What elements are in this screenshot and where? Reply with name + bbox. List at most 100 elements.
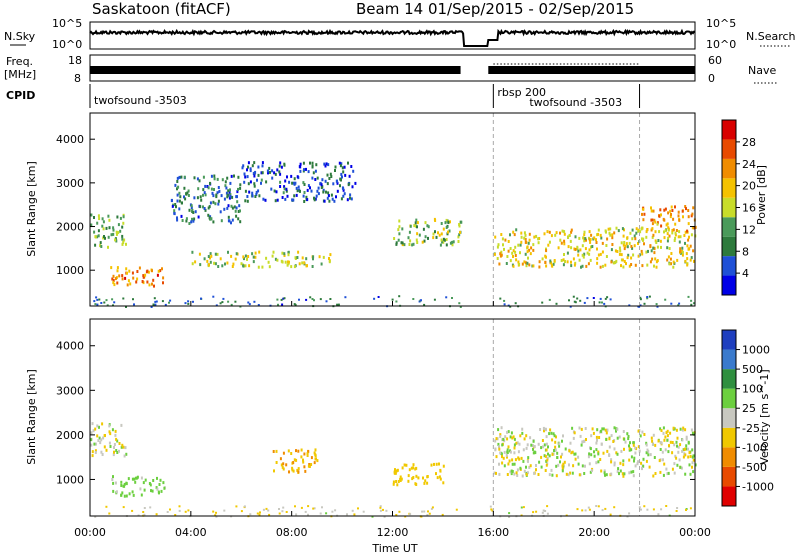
echo-cell — [340, 172, 343, 176]
echo-cell — [103, 445, 106, 449]
near-range-cell — [427, 510, 429, 513]
colorbar-cell — [722, 408, 736, 428]
near-range-cell — [398, 510, 401, 513]
echo-cell — [595, 435, 598, 439]
echo-cell — [541, 257, 544, 261]
echo-cell — [209, 201, 212, 205]
echo-cell — [448, 229, 451, 233]
echo-cell — [122, 215, 125, 219]
echo-cell — [528, 238, 531, 242]
echo-cell — [442, 227, 445, 231]
near-range-cell — [569, 305, 572, 308]
echo-cell — [185, 219, 188, 223]
echo-cell — [581, 244, 584, 248]
x-axis-ticks: 00:00 04:00 08:00 12:00 16:00 20:00 00:00 — [74, 301, 711, 539]
echo-cell — [595, 448, 598, 452]
near-range-cell — [133, 303, 135, 306]
echo-cell — [422, 476, 424, 480]
echo-cell — [244, 254, 247, 258]
echo-cell — [546, 456, 549, 460]
echo-cell — [569, 471, 572, 475]
near-range-cell — [154, 300, 157, 303]
echo-cell — [684, 428, 687, 432]
near-range-cell — [125, 306, 127, 308]
near-range-cell — [132, 298, 134, 301]
near-range-cell — [678, 302, 681, 305]
echo-cell — [313, 198, 316, 202]
echo-cell — [521, 474, 524, 478]
near-range-cell — [489, 505, 492, 508]
echo-cell — [241, 166, 244, 170]
echo-cell — [605, 244, 608, 247]
echo-cell — [335, 179, 338, 183]
echo-cell — [514, 458, 517, 462]
echo-cell — [663, 236, 666, 240]
echo-cell — [312, 255, 315, 259]
echo-cell — [646, 228, 649, 232]
echo-cell — [597, 460, 600, 464]
echo-cell — [249, 167, 252, 171]
echo-cell — [399, 475, 402, 479]
echo-cell — [689, 244, 692, 248]
echo-cell — [520, 235, 523, 239]
echo-cell — [667, 226, 670, 230]
echo-cell — [108, 226, 111, 230]
near-range-cell — [430, 507, 433, 510]
echo-cell — [416, 225, 418, 229]
near-range-cell — [164, 303, 167, 306]
echo-cell — [113, 450, 115, 454]
echo-cell — [438, 233, 441, 237]
power-plot — [90, 113, 697, 308]
echo-cell — [570, 260, 572, 264]
echo-cell — [194, 210, 197, 214]
echo-cell — [288, 180, 291, 184]
near-range-cell — [111, 298, 114, 301]
echo-cell — [203, 207, 206, 210]
echo-cell — [609, 227, 612, 231]
echo-cell — [118, 442, 121, 445]
echo-cell — [159, 478, 162, 482]
near-range-cell — [153, 297, 156, 300]
echo-cell — [527, 459, 529, 463]
echo-cell — [589, 237, 592, 241]
echo-cell — [338, 161, 341, 165]
echo-cell — [129, 282, 132, 286]
echo-cell — [115, 449, 118, 452]
echo-cell — [580, 443, 583, 447]
near-range-cell — [657, 513, 660, 516]
near-range-cell — [385, 509, 388, 512]
echo-cell — [150, 489, 152, 493]
echo-cell — [683, 448, 686, 451]
echo-cell — [513, 443, 516, 447]
echo-cell — [423, 239, 426, 243]
echo-cell — [546, 458, 549, 462]
echo-cell — [545, 255, 547, 259]
echo-cell — [251, 252, 254, 256]
echo-cell — [223, 207, 226, 211]
echo-cell — [656, 259, 659, 263]
colorbar-tick-label: 24 — [742, 158, 756, 171]
echo-cell — [227, 189, 230, 193]
echo-cell — [136, 476, 139, 480]
echo-cell — [243, 257, 245, 261]
near-range-cell — [421, 510, 424, 513]
echo-cell — [90, 223, 93, 227]
echo-cell — [319, 182, 322, 186]
echo-cell — [605, 431, 608, 435]
near-range-cell — [267, 509, 270, 512]
echo-cell — [626, 245, 629, 249]
echo-cell — [503, 464, 506, 468]
echo-cell — [309, 186, 311, 190]
near-range-cell — [638, 506, 641, 509]
echo-cell — [671, 209, 674, 212]
echo-cell — [511, 462, 514, 466]
echo-cell — [562, 263, 565, 267]
echo-cell — [354, 181, 357, 185]
echo-cell — [660, 441, 663, 445]
echo-cell — [393, 470, 396, 474]
echo-cell — [185, 192, 188, 196]
echo-cell — [642, 237, 645, 241]
echo-cell — [104, 236, 106, 240]
echo-cell — [513, 462, 516, 466]
echo-cell — [624, 440, 627, 444]
